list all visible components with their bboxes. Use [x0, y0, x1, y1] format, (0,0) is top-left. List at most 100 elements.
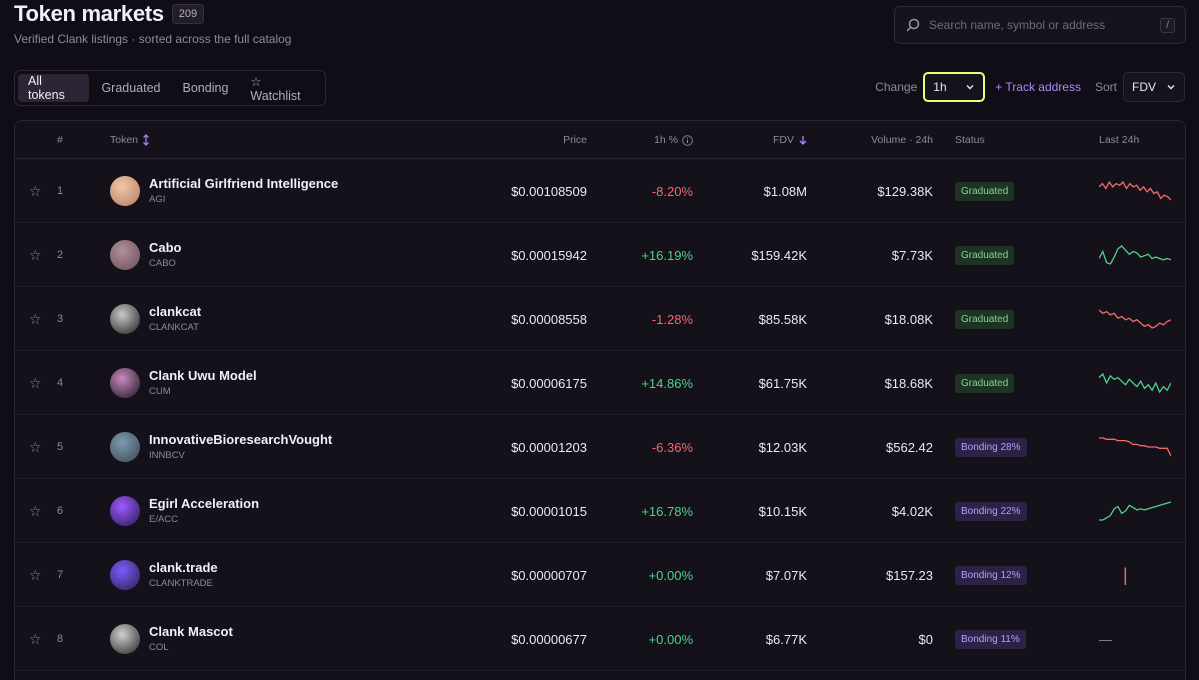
- row-rank: 7: [57, 569, 64, 581]
- token-volume: $562.42: [886, 439, 933, 455]
- status-badge: Graduated: [955, 373, 1015, 393]
- row-rank: 8: [57, 633, 64, 645]
- status-cell: Bonding 28%: [955, 415, 1027, 479]
- col-change[interactable]: 1h %: [625, 121, 693, 159]
- status-cell: Graduated: [955, 223, 1015, 287]
- table-row[interactable]: ☆ 7 clank.trade CLANKTRADE $0.00000707 +0.00%…: [15, 543, 1185, 607]
- token-table: # Token Price 1h % FDV Volume · 24h Stat…: [14, 120, 1186, 680]
- token-price: $0.00008558: [511, 311, 587, 327]
- table-row[interactable]: ☆ 8 Clank Mascot COL $0.00000677 +0.00% $6.77K…: [15, 607, 1185, 671]
- watchlist-star-icon[interactable]: ☆: [29, 630, 42, 647]
- table-body: ☆ 1 Artificial Girlfriend Intelligence AGI $…: [15, 159, 1185, 671]
- tab-all-tokens[interactable]: All tokens: [18, 74, 90, 102]
- table-row[interactable]: ☆ 5 InnovativeBioresearchVought INNBCV $0.00…: [15, 415, 1185, 479]
- watchlist-star-icon[interactable]: ☆: [29, 566, 42, 583]
- table-header: # Token Price 1h % FDV Volume · 24h Stat…: [15, 121, 1185, 159]
- row-rank: 4: [57, 377, 64, 389]
- status-cell: Graduated: [955, 159, 1015, 223]
- col-fdv-label: FDV: [773, 134, 794, 146]
- token-volume: $7.73K: [891, 247, 933, 263]
- token-symbol: E/ACC: [149, 513, 179, 525]
- token-name: InnovativeBioresearchVought: [149, 431, 333, 447]
- token-change: -6.36%: [651, 439, 693, 455]
- token-price: $0.00108509: [511, 183, 587, 199]
- token-cell[interactable]: Cabo CABO: [110, 223, 182, 287]
- col-price[interactable]: Price: [563, 134, 587, 146]
- token-cell[interactable]: Egirl Acceleration E/ACC: [110, 479, 259, 543]
- tab-graduated[interactable]: Graduated: [101, 81, 161, 95]
- change-label: Change: [875, 80, 918, 94]
- token-fdv: $10.15K: [758, 503, 807, 519]
- table-row[interactable]: ☆ 4 Clank Uwu Model CUM $0.00006175 +14.86% $6…: [15, 351, 1185, 415]
- change-period-value: 1h: [933, 80, 947, 94]
- token-cell[interactable]: InnovativeBioresearchVought INNBCV: [110, 415, 332, 479]
- table-row[interactable]: ☆ 2 Cabo CABO $0.00015942 +16.19% $159.42K $7.7…: [15, 223, 1185, 287]
- sort-label: Sort: [1094, 80, 1117, 94]
- token-change: -8.20%: [651, 183, 693, 199]
- token-price: $0.00000707: [511, 567, 587, 583]
- token-change: +0.00%: [648, 567, 693, 583]
- token-volume: $0: [918, 631, 933, 647]
- token-symbol: AGI: [149, 193, 166, 205]
- sparkline-line: [1099, 437, 1171, 457]
- search-input[interactable]: [929, 18, 1161, 32]
- sort-select[interactable]: FDV: [1123, 72, 1185, 102]
- watchlist-star-icon[interactable]: ☆: [29, 438, 42, 455]
- tab-bonding[interactable]: Bonding: [182, 81, 229, 95]
- search-shortcut-hint: /: [1160, 17, 1175, 33]
- token-avatar: [110, 496, 140, 526]
- sparkline: [1099, 159, 1173, 223]
- token-cell[interactable]: clank.trade CLANKTRADE: [110, 543, 218, 607]
- change-period-select[interactable]: 1h: [923, 72, 986, 102]
- token-change: +14.86%: [641, 375, 693, 391]
- sparkline-line: [1099, 501, 1171, 521]
- search-box[interactable]: /: [894, 6, 1186, 44]
- arrow-down-icon: [799, 136, 807, 145]
- col-fdv[interactable]: FDV: [745, 121, 807, 159]
- sparkline-chart: [1099, 501, 1171, 521]
- token-change: +16.19%: [641, 247, 693, 263]
- track-address-link[interactable]: + Track address: [995, 80, 1081, 94]
- info-icon[interactable]: [682, 134, 693, 146]
- sparkline: [1099, 351, 1173, 415]
- watchlist-star-icon[interactable]: ☆: [29, 374, 42, 391]
- sparkline: —: [1099, 607, 1173, 671]
- token-volume: $4.02K: [891, 503, 933, 519]
- token-name: clankcat: [149, 303, 202, 319]
- table-row[interactable]: ☆ 6 Egirl Acceleration E/ACC $0.00001015 +16.…: [15, 479, 1185, 543]
- sparkline-line: [1099, 309, 1171, 329]
- token-cell[interactable]: Clank Uwu Model CUM: [110, 351, 257, 415]
- watchlist-star-icon[interactable]: ☆: [29, 502, 42, 519]
- col-token[interactable]: Token: [110, 121, 150, 159]
- watchlist-star-icon[interactable]: ☆: [29, 310, 42, 327]
- search-icon: [906, 18, 920, 32]
- sparkline-chart: [1099, 372, 1171, 394]
- table-row[interactable]: ☆ 3 clankcat CLANKCAT $0.00008558 -1.28% $85.5…: [15, 287, 1185, 351]
- token-price: $0.00015942: [511, 247, 587, 263]
- token-avatar: [110, 304, 140, 334]
- watchlist-star-icon[interactable]: ☆: [29, 246, 42, 263]
- status-badge: Bonding 11%: [955, 629, 1026, 649]
- token-cell[interactable]: Artificial Girlfriend Intelligence AGI: [110, 159, 338, 223]
- token-fdv: $85.58K: [758, 311, 807, 327]
- table-controls: Change 1h + Track address Sort FDV: [875, 72, 1185, 102]
- token-cell[interactable]: Clank Mascot COL: [110, 607, 233, 671]
- token-change: +0.00%: [648, 631, 693, 647]
- status-badge: Graduated: [955, 309, 1015, 329]
- row-rank: 6: [57, 505, 64, 517]
- sparkline-placeholder: |: [1123, 564, 1128, 585]
- status-badge: Bonding 28%: [955, 437, 1027, 457]
- watchlist-star-icon[interactable]: ☆: [29, 182, 42, 199]
- token-cell[interactable]: clankcat CLANKCAT: [110, 287, 201, 351]
- token-change: +16.78%: [641, 503, 693, 519]
- tab-watchlist[interactable]: ☆ Watchlist: [250, 74, 301, 103]
- token-avatar: [110, 368, 140, 398]
- token-name: Clank Mascot: [149, 623, 233, 639]
- token-price: $0.00001015: [511, 503, 587, 519]
- table-row[interactable]: ☆ 1 Artificial Girlfriend Intelligence AGI $…: [15, 159, 1185, 223]
- status-cell: Bonding 12%: [955, 543, 1027, 607]
- sparkline: [1099, 223, 1173, 287]
- token-volume: $18.68K: [884, 375, 933, 391]
- col-volume[interactable]: Volume · 24h: [871, 134, 933, 146]
- token-avatar: [110, 240, 140, 270]
